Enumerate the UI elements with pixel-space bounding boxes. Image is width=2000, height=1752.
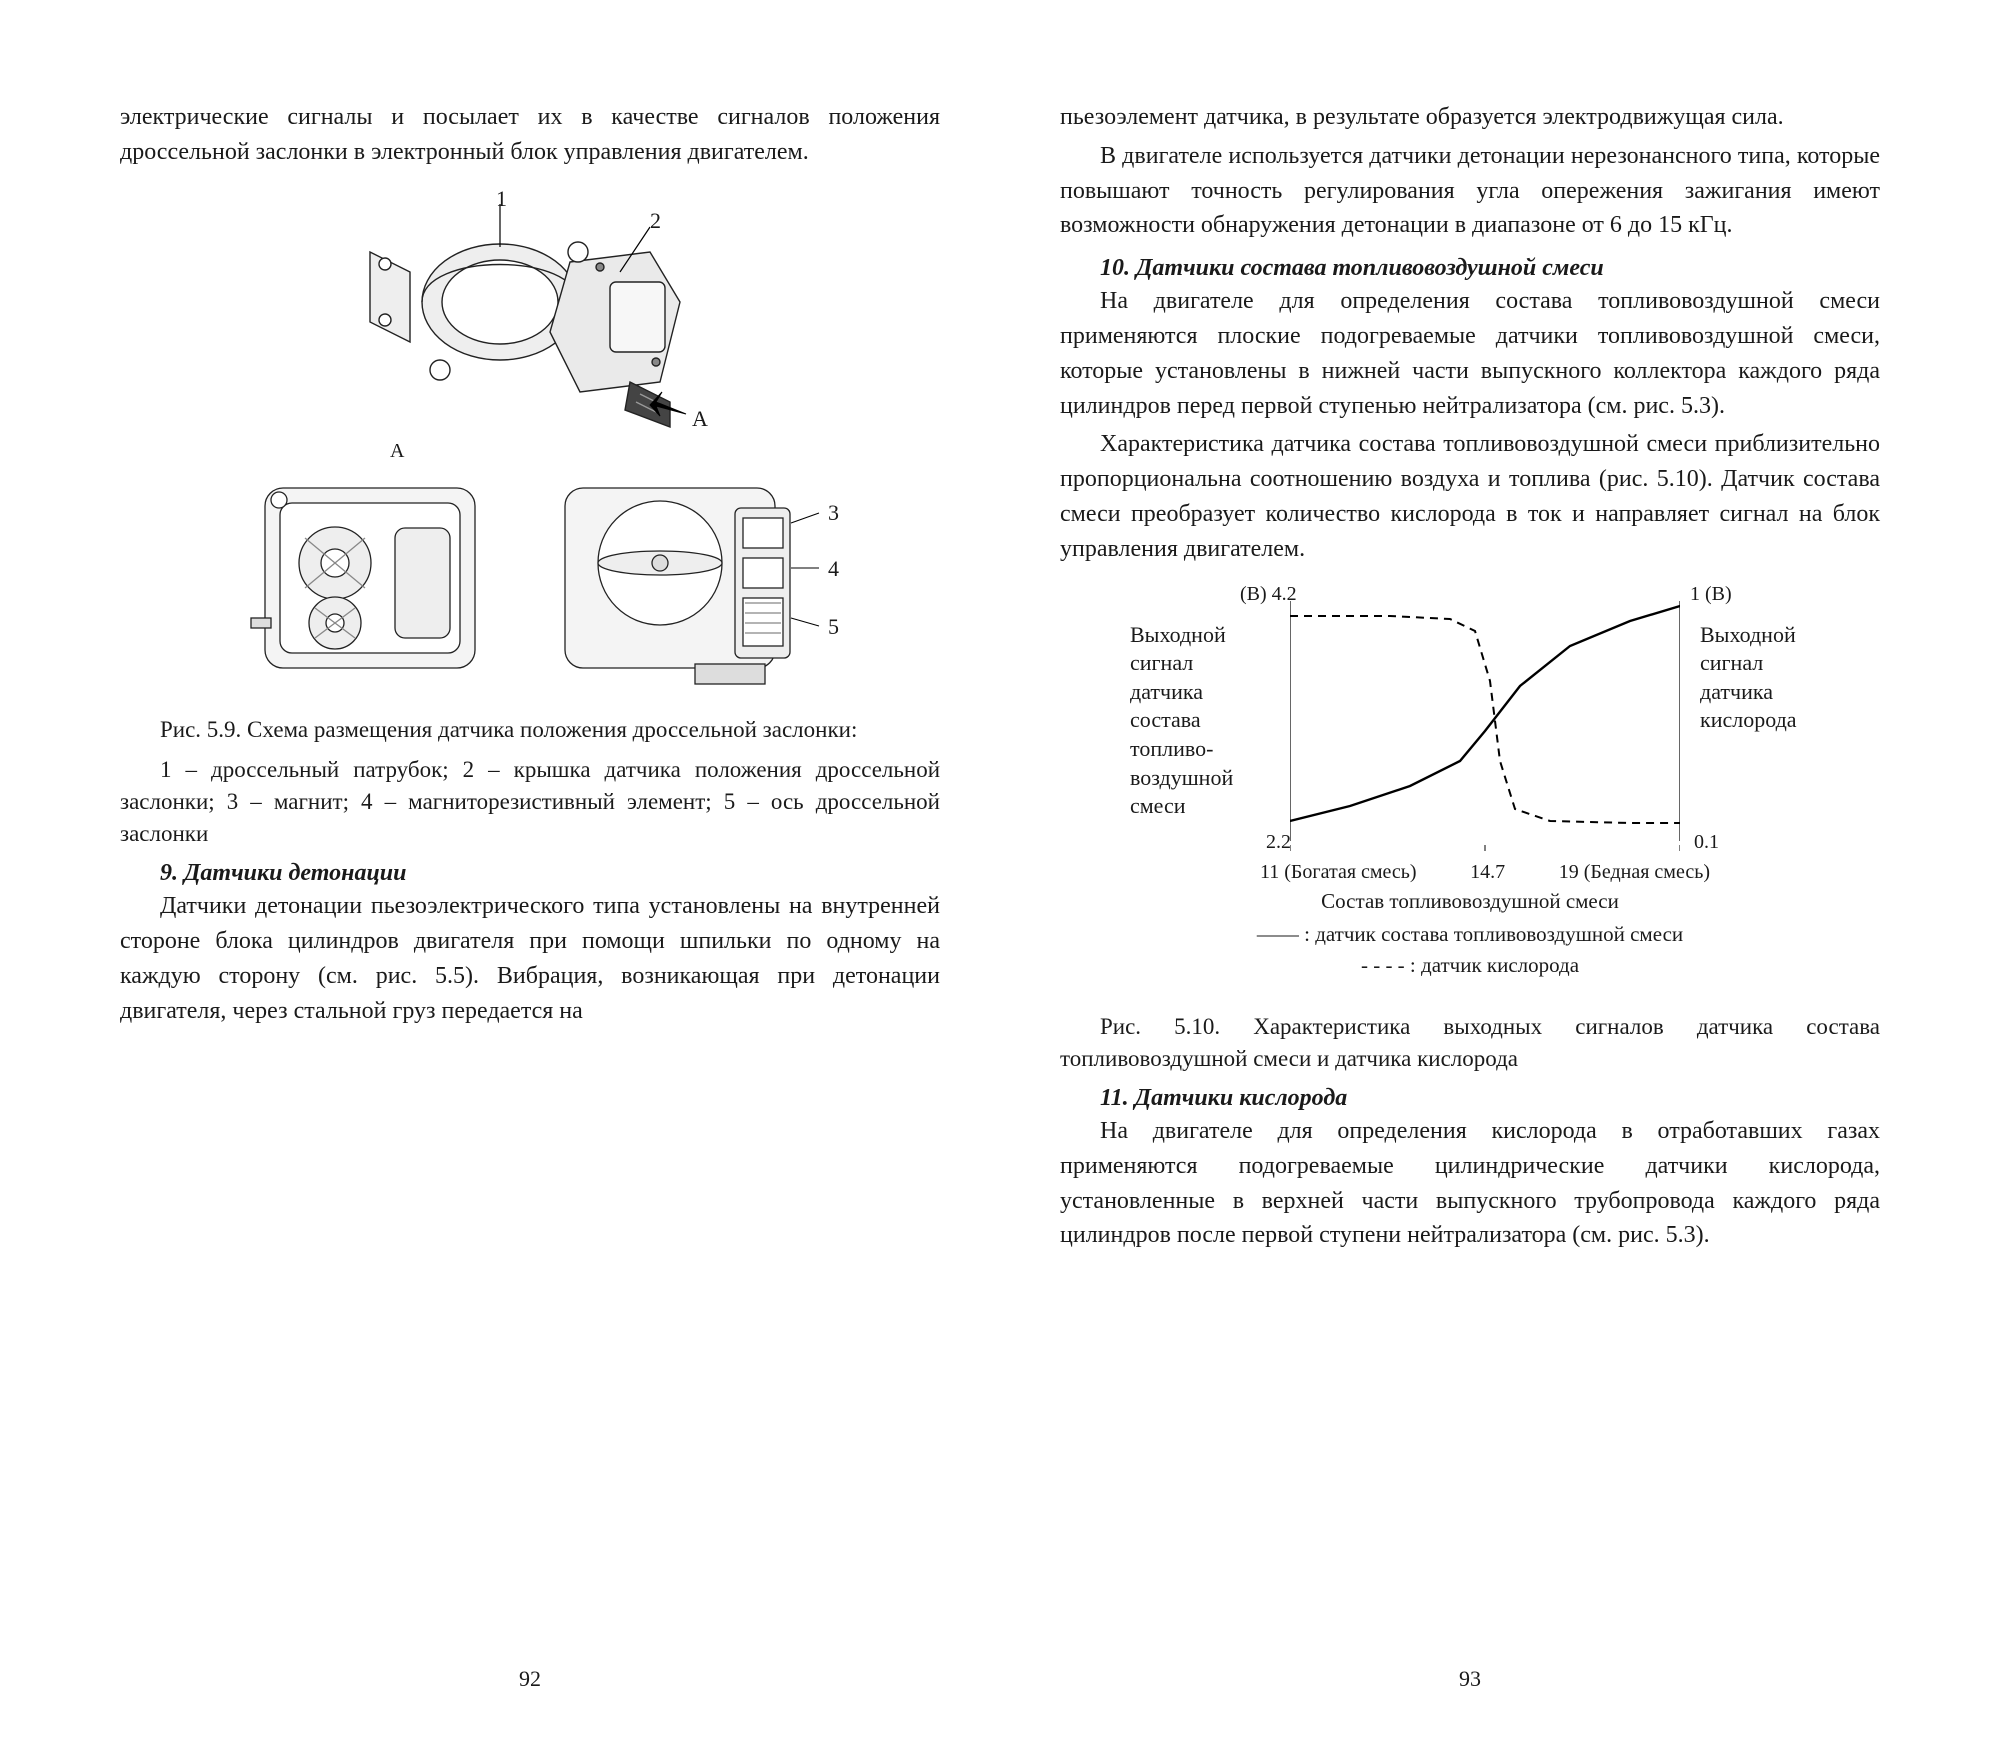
heading-10: 10. Датчики состава топливовоздушной сме…: [1060, 255, 1880, 282]
fig510-left-axis-label: Выходной сигнал датчика состава топливо-…: [1130, 621, 1260, 821]
fig510-caption: Рис. 5.10. Характеристика выходных сигна…: [1060, 1011, 1880, 1075]
page-right: пьезоэлемент датчика, в результате образ…: [1000, 100, 1940, 1692]
fig59-label-4: 4: [828, 556, 839, 582]
heading-11: 11. Датчики кислорода: [1060, 1085, 1880, 1112]
fig510-x3: 19 (Бедная смесь): [1559, 861, 1710, 884]
fig59-label-3: 3: [828, 500, 839, 526]
fig510-ylt: (В) 4.2: [1240, 583, 1297, 606]
fig59-cutaway-right: 3 4 5: [545, 468, 825, 698]
left-intro: электрические сигналы и посылает их в ка…: [120, 100, 940, 170]
fig59-section-A-top: A: [390, 440, 404, 463]
para-11: На двигателе для определения кислорода в…: [1060, 1114, 1880, 1253]
para-9b: В двигателе используется датчики детонац…: [1060, 139, 1880, 243]
right-cont: пьезоэлемент датчика, в результате образ…: [1060, 100, 1880, 135]
figure-5-10: (В) 4.2 2.2 1 (В) 0.1 Выходной сигнал да…: [1110, 581, 1830, 941]
fig59-label-5: 5: [828, 614, 839, 640]
fig59-label-1: 1: [496, 186, 507, 212]
cutaway-right-svg: [545, 468, 825, 698]
para-10a: На двигателе для определения состава топ…: [1060, 284, 1880, 423]
page-spread: электрические сигналы и посылает их в ка…: [0, 0, 2000, 1752]
fig510-x-title: Состав топливовоздушной смеси: [1110, 889, 1830, 914]
fig59-legend: 1 – дроссельный патрубок; 2 – крышка дат…: [120, 754, 940, 851]
fig510-legend-dash: - - - - : датчик кислорода: [1110, 950, 1830, 982]
fig510-x2: 14.7: [1470, 861, 1505, 884]
heading-9: 9. Датчики детонации: [120, 860, 940, 887]
fig510-svg: [1290, 591, 1680, 851]
fig59-caption: Рис. 5.9. Схема размещения датчика полож…: [120, 714, 940, 746]
para-10b: Характеристика датчика состава топливово…: [1060, 427, 1880, 566]
fig510-yrt: 1 (В): [1690, 583, 1732, 606]
page-left: электрические сигналы и посылает их в ка…: [60, 100, 1000, 1692]
para-9: Датчики детонации пьезоэлектрического ти…: [120, 889, 940, 1028]
pagenum-left: 92: [120, 1646, 940, 1692]
cutaway-left-svg: [235, 468, 515, 698]
fig510-right-axis-label: Выходной сигнал датчика кислорода: [1700, 621, 1820, 735]
fig59-isometric: 1 2 A A: [350, 192, 710, 452]
fig510-chart-area: [1290, 591, 1680, 851]
fig510-x-labels: 11 (Богатая смесь) 14.7 19 (Бедная смесь…: [1260, 861, 1710, 884]
fig59-label-2: 2: [650, 208, 661, 234]
fig59-arrow-A: A: [692, 406, 708, 432]
fig510-legend: —— : датчик состава топливовоздушной сме…: [1110, 919, 1830, 982]
fig59-cutaways: 3 4 5: [235, 468, 825, 698]
fig510-yrb: 0.1: [1694, 831, 1719, 854]
fig510-legend-solid: —— : датчик состава топливовоздушной сме…: [1110, 919, 1830, 951]
figure-5-9: 1 2 A A: [120, 192, 940, 698]
fig510-x1: 11 (Богатая смесь): [1260, 861, 1417, 884]
fig510-ylb: 2.2: [1266, 831, 1291, 854]
fig59-cutaway-left: [235, 468, 515, 698]
pagenum-right: 93: [1060, 1646, 1880, 1692]
